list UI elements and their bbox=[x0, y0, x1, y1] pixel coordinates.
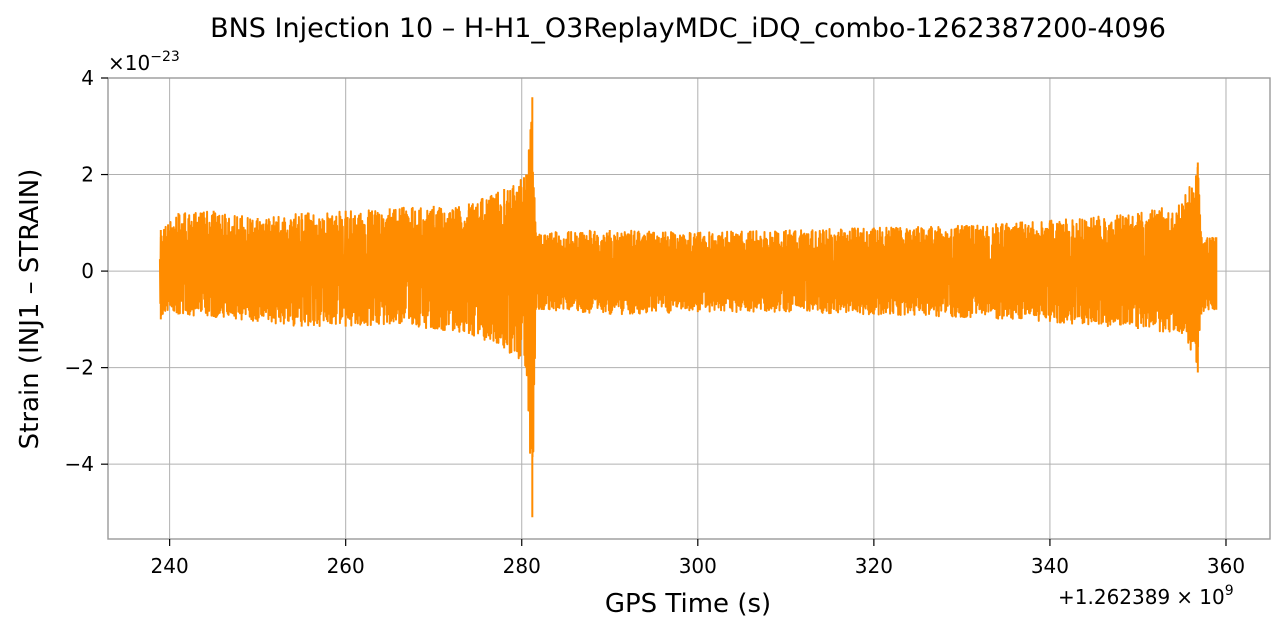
strain-series-line bbox=[158, 97, 1218, 518]
x-offset-exponent: 9 bbox=[1225, 583, 1234, 599]
x-tick-label: 280 bbox=[503, 554, 541, 578]
x-tick-label: 340 bbox=[1031, 554, 1069, 578]
x-offset-value: +1.262389 bbox=[1058, 585, 1170, 609]
y-tick-label: 2 bbox=[81, 163, 94, 187]
y-tick-label: 4 bbox=[81, 66, 94, 90]
y-axis-ticks: −4 −2 0 2 4 bbox=[65, 66, 108, 476]
y-tick-label: −4 bbox=[65, 452, 94, 476]
y-scale-exponent: −23 bbox=[150, 49, 180, 65]
x-tick-label: 300 bbox=[679, 554, 717, 578]
plot-frame bbox=[107, 77, 1271, 540]
x-axis-ticks: 240 260 280 300 320 340 360 bbox=[151, 539, 1245, 578]
x-tick-label: 320 bbox=[855, 554, 893, 578]
x-tick-label: 240 bbox=[151, 554, 189, 578]
x-offset-label: +1.262389 × 109 bbox=[1058, 583, 1234, 609]
x-tick-label: 360 bbox=[1207, 554, 1245, 578]
y-scale-value: ×10 bbox=[108, 51, 150, 75]
y-tick-label: −2 bbox=[65, 356, 94, 380]
y-scale-label: ×10−23 bbox=[108, 49, 180, 75]
x-tick-label: 260 bbox=[327, 554, 365, 578]
y-tick-label: 0 bbox=[81, 259, 94, 283]
x-axis-label: GPS Time (s) bbox=[605, 589, 771, 619]
x-offset-suffix: × 10 bbox=[1176, 585, 1225, 609]
series-group bbox=[158, 97, 1218, 518]
y-axis-label: Strain (INJ1 – STRAIN) bbox=[15, 169, 45, 450]
chart-title: BNS Injection 10 – H-H1_O3ReplayMDC_iDQ_… bbox=[210, 13, 1166, 44]
